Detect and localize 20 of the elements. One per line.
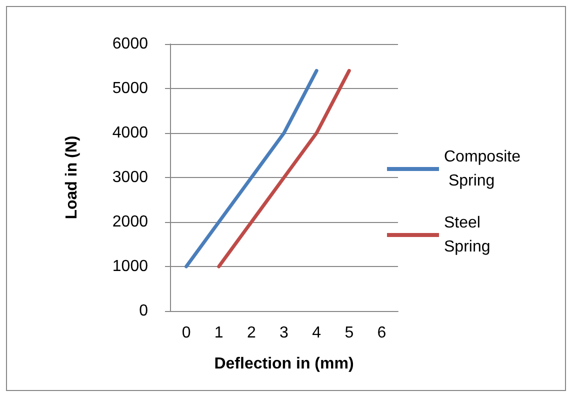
x-tick-label: 2 xyxy=(246,324,256,342)
y-tick-label: 6000 xyxy=(112,36,148,52)
y-tick-label: 1000 xyxy=(112,258,148,275)
y-tick-label: 3000 xyxy=(112,169,148,186)
x-tick-label: 4 xyxy=(312,324,322,342)
y-tick-label: 4000 xyxy=(112,124,148,142)
x-tick-label: 3 xyxy=(280,324,289,342)
x-tick-label: 6 xyxy=(377,324,386,342)
y-tick-label: 0 xyxy=(139,302,148,320)
y-tick-label: 2000 xyxy=(112,214,148,230)
x-tick-label: 0 xyxy=(182,324,191,342)
legend-label: Composite Spring xyxy=(444,148,521,190)
line-series xyxy=(217,68,351,268)
x-tick-label: 5 xyxy=(344,324,354,342)
y-axis-title: Load in (N) xyxy=(64,136,80,220)
line-series xyxy=(184,68,318,268)
x-tick-label: 1 xyxy=(214,324,224,342)
y-tick-label: 5000 xyxy=(112,80,148,97)
x-axis-title: Deflection in (mm) xyxy=(214,356,354,372)
legend-label: Steel Spring xyxy=(444,214,490,256)
